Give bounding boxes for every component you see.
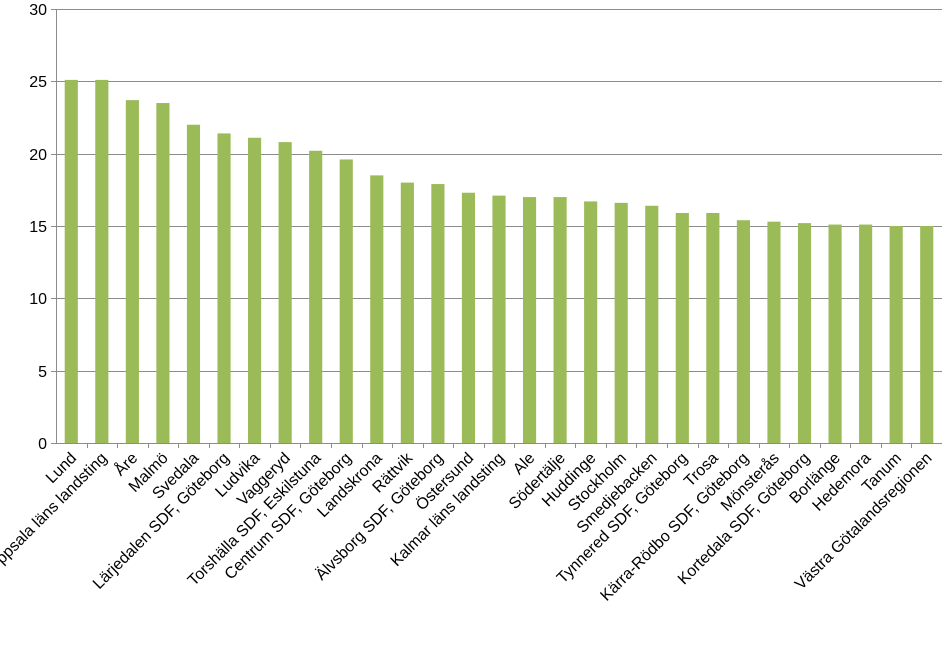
bar-0: [64, 79, 78, 443]
y-tick-labels: 0 5 10 15 20 25 30: [29, 2, 47, 453]
y-tick-label-15: 15: [29, 219, 47, 236]
bar-21: [706, 212, 720, 443]
bar-28: [920, 226, 934, 443]
bar-10: [370, 175, 384, 443]
bar-22: [736, 220, 750, 443]
y-tick-label-30: 30: [29, 2, 47, 19]
axes: [51, 9, 942, 448]
bar-17: [584, 201, 598, 443]
bar-25: [828, 224, 842, 443]
bar-5: [217, 133, 231, 443]
bar-11: [400, 182, 414, 443]
bar-4: [186, 124, 201, 443]
bar-13: [461, 192, 476, 443]
bar-1: [95, 79, 109, 443]
bar-7: [278, 142, 292, 443]
y-tick-label-20: 20: [29, 147, 47, 164]
y-tick-label-25: 25: [29, 74, 47, 91]
bar-3: [156, 103, 170, 443]
bar-8: [309, 150, 323, 443]
bar-27: [889, 226, 903, 443]
bar-12: [431, 184, 445, 444]
y-tick-label-0: 0: [38, 436, 47, 453]
bar-6: [248, 137, 262, 443]
y-tick-label-5: 5: [38, 364, 47, 381]
bar-20: [675, 212, 689, 443]
bars: [64, 79, 934, 444]
bar-24: [797, 223, 812, 443]
bar-16: [553, 197, 567, 443]
bar-23: [767, 221, 781, 443]
bar-18: [614, 202, 628, 443]
bar-2: [125, 100, 139, 443]
bar-9: [339, 159, 353, 443]
bar-19: [645, 205, 659, 443]
bar-26: [859, 224, 873, 443]
y-tick-label-10: 10: [29, 291, 47, 308]
bar-15: [522, 197, 537, 443]
bar-14: [492, 195, 506, 443]
